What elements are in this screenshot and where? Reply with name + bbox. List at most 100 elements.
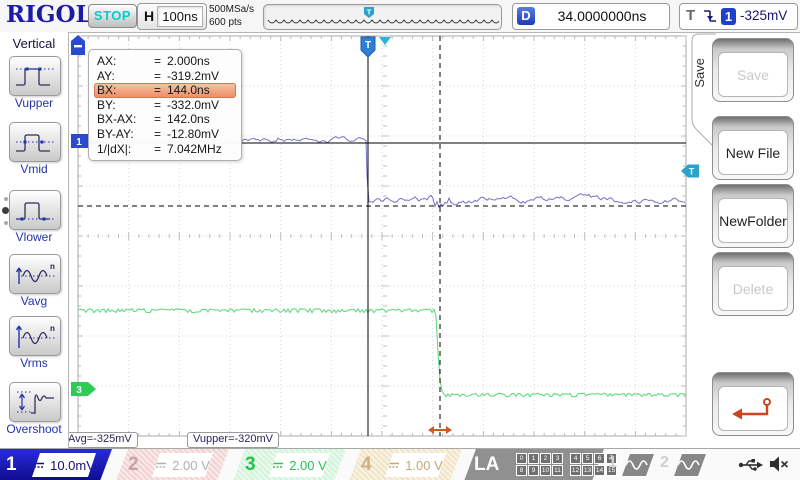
la-digit-grid: 0 1 2 3 4 5 6 7 8 9 10 11 12 13 14 15: [516, 453, 618, 477]
channel-3-block[interactable]: 3 2.00 V: [233, 449, 346, 480]
softkey-vupper[interactable]: [9, 56, 61, 96]
sample-rate: 500MSa/s: [209, 4, 255, 15]
softkey-vmid[interactable]: [9, 122, 61, 162]
cursor-measurement-panel: AX: = 2.000ns AY: = -319.2mV BX: = 144.0ns BY: = -3…: [88, 49, 242, 162]
usb-icon: [738, 459, 763, 471]
cursor-row-bx: BX: = 144.0ns: [94, 83, 236, 98]
softkey-newfolder[interactable]: NewFolder: [712, 184, 794, 248]
cursor-row-label: BX-AX:: [97, 112, 137, 127]
channel-scale-box: 2.00 V: [152, 453, 213, 477]
la-digit-4: 4: [570, 453, 581, 464]
la-digit-10: 10: [540, 465, 551, 476]
memory-depth: 600 pts: [209, 17, 242, 28]
menu-tab-label: Save: [692, 58, 707, 88]
page-dot: [4, 221, 8, 225]
la-digital-channels-block[interactable]: LA 0 1 2 3 4 5 6 7 8 9 10 11 12 13 14 15: [464, 449, 617, 480]
left-menu-item-label: Overshoot: [6, 422, 62, 436]
dc-coupling-icon: [272, 460, 284, 470]
channel-scale-box: 1.00 V: [385, 453, 446, 477]
cursor-row-label: BX:: [97, 83, 117, 98]
rigol-logo: RIGOL: [6, 1, 92, 28]
svg-text:3: 3: [76, 385, 82, 396]
cursor-row-value: -12.80mV: [167, 126, 220, 141]
channel-2-block[interactable]: 2 2.00 V: [116, 449, 229, 480]
vmid-icon: [16, 134, 54, 152]
softkey-vavg[interactable]: n: [9, 254, 61, 294]
softkey-vlower[interactable]: [9, 190, 61, 230]
overshoot-icon: [17, 391, 54, 414]
sine-wave-icon: [676, 458, 704, 472]
vlower-icon: [16, 202, 54, 221]
cursor-row-label: BY-AY:: [97, 126, 134, 141]
channel-scale-box: 2.00 V: [269, 453, 330, 477]
la-digit-7: 7: [606, 453, 617, 464]
acquisition-info: 500MSa/s 600 pts: [209, 3, 254, 29]
channel-scale-box: 10.0mV: [32, 453, 96, 477]
softkey-vrms[interactable]: n: [9, 316, 61, 356]
sine-wave-icon: [624, 458, 652, 472]
cursor-row-ay: AY: = -319.2mV: [94, 69, 236, 84]
softkey-save[interactable]: Save: [712, 38, 794, 102]
cursor-row-by: BY: = -332.0mV: [94, 98, 236, 113]
cursor-row-value: 144.0ns: [167, 83, 210, 98]
left-menu-item-label: Vlower: [15, 230, 53, 244]
softkey-label: [718, 386, 788, 431]
channel-scale-value: 2.00 V: [289, 457, 327, 473]
la-digit-5: 5: [582, 453, 593, 464]
cursor-row-value: 7.042MHz: [167, 141, 222, 156]
cursor-row-label: 1/|dX|:: [97, 141, 132, 156]
source-1-block[interactable]: 1: [608, 449, 655, 480]
la-digit-14: 14: [594, 465, 605, 476]
channel-scale-value: 2.00 V: [172, 457, 210, 473]
svg-text:n: n: [50, 262, 55, 271]
cursor-row-value: 142.0ns: [167, 112, 210, 127]
status-bar: RIGOL STOP H 100ns 500MSa/s 600 pts T D …: [0, 0, 800, 33]
softkey-label: NewFolder: [718, 198, 788, 243]
trigger-label: T: [686, 7, 696, 24]
channel-scale-value: 10.0mV: [50, 457, 95, 473]
la-digit-9: 9: [528, 465, 539, 476]
delay-value: 34.0000000ns: [557, 8, 647, 24]
la-digit-3: 3: [552, 453, 563, 464]
softkey-new-file[interactable]: New File: [712, 116, 794, 180]
page-dot-current: [2, 207, 9, 214]
cursor-row-label: BY:: [97, 97, 116, 112]
left-menu-item-label: Vavg: [20, 294, 48, 308]
equals-sign: =: [154, 97, 162, 112]
la-digit-row: 8 9 10 11 12 13 14 15: [516, 465, 618, 477]
softkey-return[interactable]: [712, 372, 794, 436]
source-2-block[interactable]: 2: [660, 449, 707, 480]
softkey-overshoot[interactable]: [9, 382, 61, 422]
dc-coupling-icon: [388, 460, 400, 470]
dc-coupling-icon: [155, 460, 167, 470]
softkey-delete[interactable]: Delete: [712, 252, 794, 316]
la-digit-1: 1: [528, 453, 539, 464]
trigger-info-group: T 1 -325mV: [679, 3, 798, 30]
timebase-value: 100ns: [157, 6, 203, 27]
cursor-row-value: -319.2mV: [167, 68, 220, 83]
left-menu-item-label: Vrms: [20, 356, 48, 370]
channel-4-block[interactable]: 4 1.00 V: [349, 449, 462, 480]
softkey-label: Save: [718, 52, 788, 97]
svg-text:T: T: [365, 40, 371, 51]
equals-sign: =: [154, 141, 162, 156]
left-menu-vertical: Vertical Vupper Vmid Vlower n Vavg n Vrms …: [0, 32, 69, 480]
memory-position-bar: T: [263, 4, 502, 30]
horizontal-timebase-group: H 100ns: [137, 3, 207, 30]
svg-text:1: 1: [76, 137, 82, 148]
channel-scale-value: 1.00 V: [405, 457, 443, 473]
equals-sign: =: [154, 68, 162, 83]
channel-1-block-selected[interactable]: 1 10.0mV: [0, 449, 112, 480]
equals-sign: =: [154, 112, 162, 127]
speaker-muted-icon: [770, 456, 789, 472]
cursor-row-label: AY:: [97, 68, 115, 83]
la-label: LA: [474, 454, 500, 475]
la-digit-12: 12: [570, 465, 581, 476]
trigger-source-badge: 1: [721, 8, 736, 25]
run-state-indicator: STOP: [88, 4, 137, 28]
channel-number: 3: [245, 454, 256, 475]
trigger-level-value: -325mV: [740, 8, 788, 23]
left-menu-item-label: Vupper: [14, 96, 54, 110]
